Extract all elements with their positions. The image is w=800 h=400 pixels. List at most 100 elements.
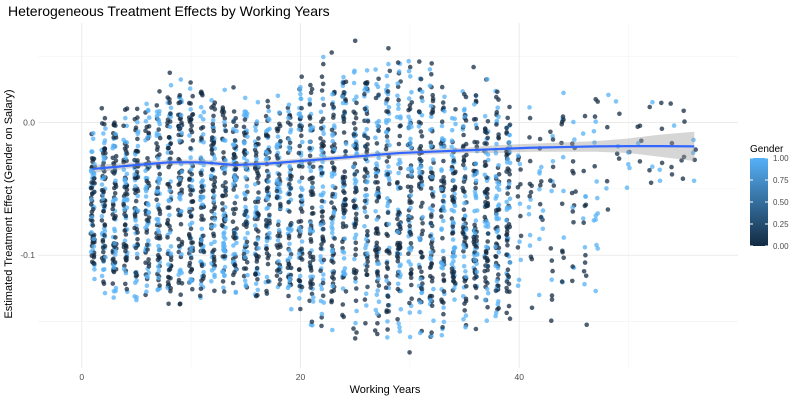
data-point: [318, 222, 324, 228]
data-point: [504, 279, 510, 284]
data-point: [527, 243, 533, 248]
data-point: [209, 224, 215, 230]
data-point: [581, 220, 586, 225]
data-point: [595, 211, 600, 216]
data-point: [187, 86, 193, 91]
data-point: [179, 281, 185, 286]
data-point: [123, 243, 129, 249]
data-point: [308, 281, 314, 287]
data-point: [211, 140, 217, 145]
data-point: [352, 181, 358, 186]
data-point: [275, 222, 281, 228]
data-point: [396, 170, 401, 176]
data-point: [221, 289, 227, 294]
data-point: [146, 130, 151, 136]
data-point: [395, 180, 400, 185]
data-point: [573, 189, 578, 194]
data-point: [190, 286, 195, 292]
data-point: [254, 259, 260, 264]
data-point: [111, 295, 116, 300]
data-point: [396, 69, 402, 74]
data-point: [537, 171, 542, 176]
data-point: [474, 208, 480, 213]
data-point: [624, 185, 630, 190]
data-point: [340, 221, 346, 226]
data-point: [550, 137, 556, 142]
data-point: [527, 158, 533, 164]
data-point: [219, 222, 225, 228]
data-point: [112, 185, 117, 191]
data-point: [242, 254, 248, 260]
data-point: [474, 269, 480, 275]
data-point: [112, 260, 118, 265]
data-point: [288, 122, 293, 127]
data-point: [340, 249, 345, 254]
data-point: [264, 251, 270, 256]
confidence-ribbon: [92, 131, 695, 173]
data-point: [103, 126, 108, 131]
data-point: [493, 151, 499, 156]
data-point: [300, 164, 305, 169]
data-point: [123, 180, 129, 186]
data-point: [209, 279, 214, 284]
data-point: [526, 211, 532, 217]
data-point: [201, 139, 206, 145]
data-point: [691, 137, 696, 143]
data-point: [485, 239, 491, 244]
data-point: [570, 264, 575, 269]
data-point: [198, 281, 204, 287]
data-point: [364, 242, 369, 247]
data-point: [255, 199, 261, 205]
legend-color-bar: [750, 158, 768, 246]
data-point: [362, 198, 368, 204]
data-point: [319, 214, 325, 219]
data-point: [201, 269, 206, 275]
data-point: [110, 281, 116, 286]
data-point: [364, 214, 370, 220]
data-point: [427, 265, 433, 271]
data-point: [330, 133, 336, 138]
data-point: [540, 226, 546, 232]
data-point: [482, 297, 488, 303]
data-point: [133, 198, 139, 204]
data-point: [122, 228, 127, 233]
data-point: [386, 46, 391, 51]
data-point: [244, 260, 250, 265]
data-point: [605, 124, 610, 130]
data-point: [560, 114, 566, 119]
data-point: [242, 278, 248, 284]
data-point: [231, 211, 237, 217]
data-point: [146, 210, 151, 216]
data-point: [473, 243, 479, 249]
data-point: [419, 232, 425, 237]
data-point: [231, 234, 236, 239]
data-point: [518, 257, 524, 263]
data-point: [123, 139, 128, 145]
data-point: [387, 177, 392, 183]
data-point: [165, 221, 170, 226]
data-point: [91, 244, 97, 249]
data-point: [223, 180, 228, 185]
data-point: [429, 330, 434, 335]
data-point: [429, 278, 435, 284]
data-point: [591, 218, 597, 223]
data-point: [363, 291, 369, 297]
data-point: [232, 262, 238, 267]
data-point: [453, 281, 458, 286]
data-point: [178, 292, 183, 298]
data-point: [507, 104, 512, 110]
data-point: [506, 168, 512, 173]
data-point: [364, 179, 370, 185]
data-point: [264, 150, 270, 156]
data-point: [209, 241, 214, 247]
data-point: [199, 226, 205, 232]
data-point: [407, 350, 412, 355]
data-point: [418, 204, 424, 209]
data-point: [409, 296, 415, 302]
data-point: [297, 234, 302, 239]
data-point: [418, 276, 423, 282]
data-point: [296, 127, 302, 132]
data-point: [364, 147, 370, 152]
data-point: [157, 89, 162, 94]
data-point: [198, 286, 204, 292]
